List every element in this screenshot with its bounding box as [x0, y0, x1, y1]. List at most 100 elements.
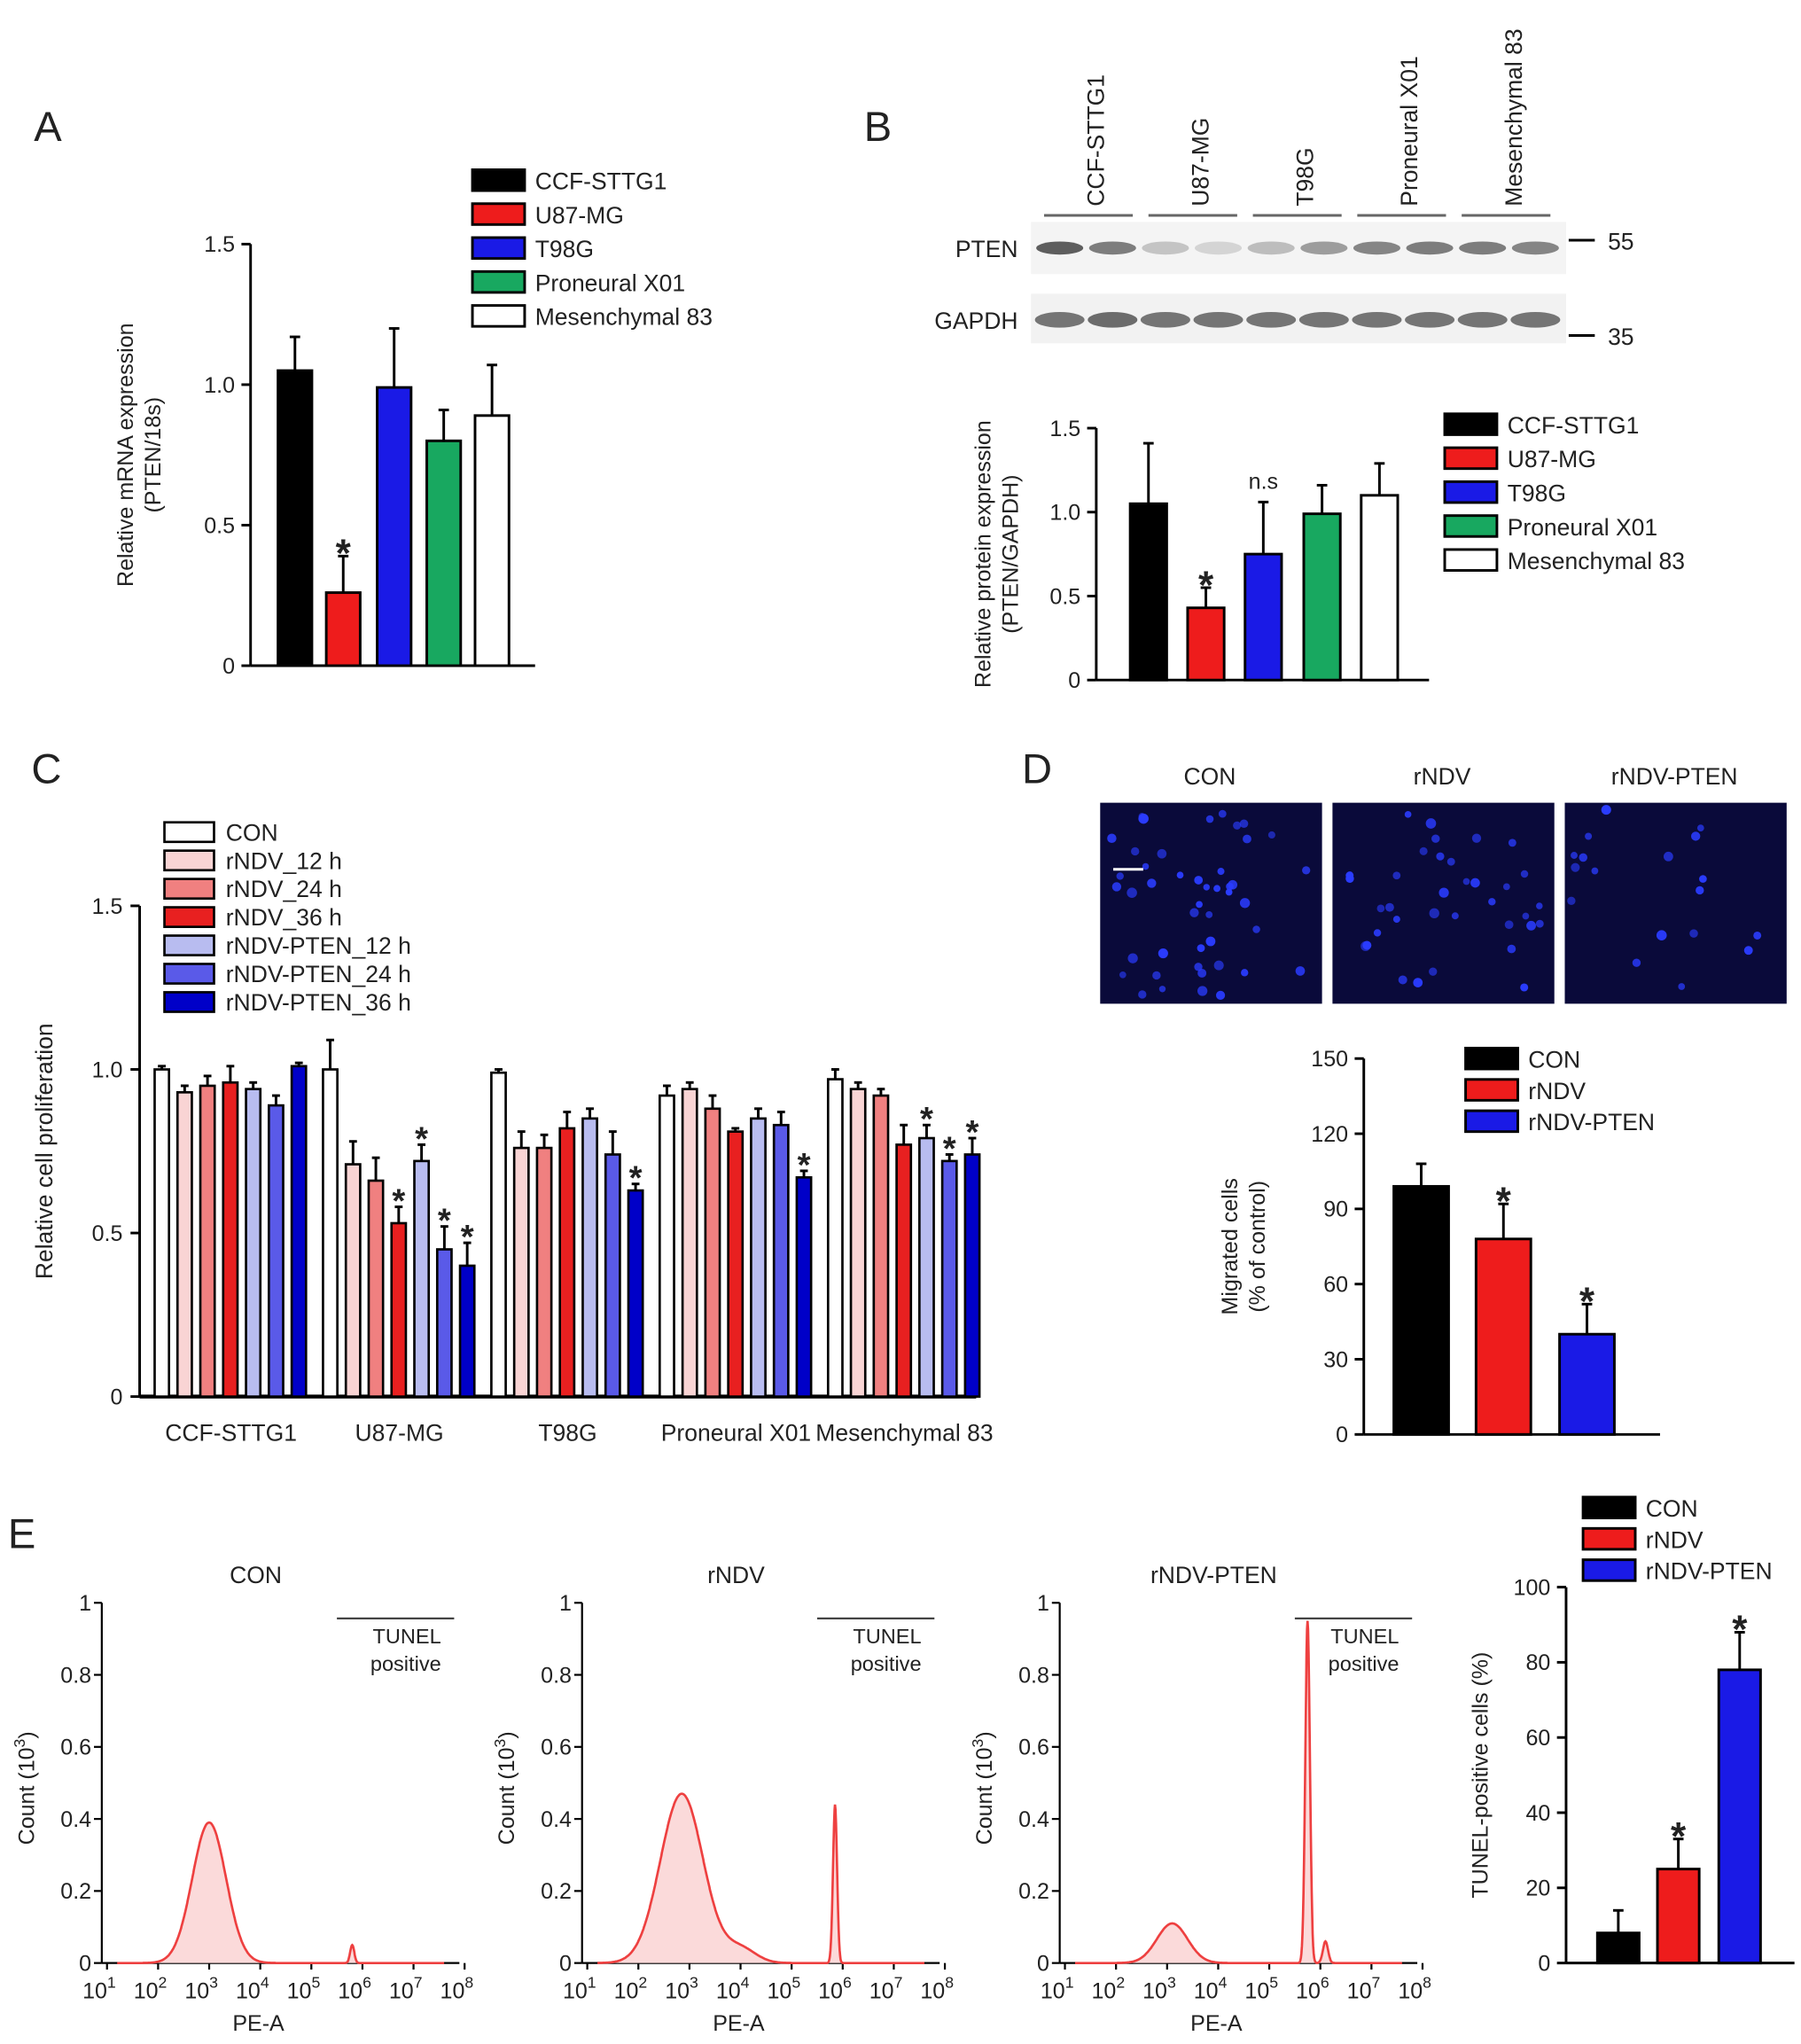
- nucleus: [1142, 862, 1150, 870]
- gapdh-band: [1405, 311, 1455, 328]
- nucleus: [1205, 910, 1213, 918]
- x-tick-label: Proneural X01: [661, 1420, 811, 1447]
- bar-rndv-24-h: [199, 1084, 216, 1398]
- legend-label: Mesenchymal 83: [535, 304, 713, 331]
- x-tick-base: 10: [869, 1978, 894, 2003]
- y-tick-label: 0.4: [60, 1807, 91, 1832]
- nucleus: [1217, 868, 1225, 876]
- x-tick-exponent: 1: [107, 1974, 116, 1992]
- bar-rndv-12-h: [681, 1088, 698, 1398]
- legend-swatch: [163, 906, 215, 928]
- bar-rndv-pten-24-h: [435, 1248, 453, 1398]
- y-axis-label: Count (103): [969, 1731, 997, 1845]
- y-axis-label-part: 3: [491, 1738, 509, 1747]
- legend-swatch: [1443, 514, 1499, 538]
- bar-t98g: [1244, 552, 1283, 682]
- y-tick-label: 120: [1311, 1122, 1348, 1147]
- x-tick-label: 108: [441, 1974, 474, 2004]
- significance-star: *: [798, 1146, 811, 1184]
- y-tick-label: 0: [222, 654, 235, 679]
- microscopy-title: CON: [1184, 763, 1236, 790]
- x-tick-base: 10: [1244, 1978, 1269, 2003]
- nucleus: [1215, 990, 1226, 1000]
- nucleus: [1194, 963, 1203, 971]
- nucleus: [1591, 867, 1599, 875]
- x-tick-base: 10: [184, 1978, 209, 2003]
- nucleus: [1138, 990, 1147, 999]
- gapdh-band: [1298, 311, 1349, 328]
- nucleus: [1446, 857, 1455, 866]
- nucleus: [1197, 986, 1208, 996]
- nucleus: [1398, 975, 1407, 985]
- nucleus: [1362, 940, 1372, 950]
- pten-band: [1511, 241, 1559, 255]
- legend-swatch: [1581, 1495, 1637, 1520]
- bar-rndv-pten-12-h: [581, 1117, 598, 1398]
- y-tick-label: 0.2: [541, 1879, 572, 1904]
- x-tick-label: 101: [1041, 1974, 1074, 2004]
- y-axis-label-part: 3: [11, 1738, 28, 1747]
- nucleus: [1119, 971, 1127, 979]
- x-tick-base: 10: [134, 1978, 159, 2003]
- bar-rndv-pten: [1558, 1332, 1616, 1436]
- significance-star: *: [336, 532, 352, 575]
- x-tick-base: 10: [767, 1978, 791, 2003]
- nucleus: [1203, 884, 1210, 891]
- x-tick-exponent: 4: [1219, 1974, 1228, 1992]
- gapdh-band: [1510, 311, 1561, 328]
- x-tick-base: 10: [338, 1978, 363, 2003]
- nucleus: [1696, 824, 1704, 831]
- legend-label: CON: [1646, 1495, 1698, 1522]
- legend-swatch: [163, 963, 215, 985]
- nucleus: [1233, 821, 1242, 830]
- legend-swatch: [471, 236, 526, 261]
- bar-rndv-36-h: [390, 1221, 408, 1398]
- legend-swatch: [1464, 1078, 1519, 1102]
- x-tick-exponent: 5: [791, 1974, 800, 1992]
- y-axis-label: Relative protein expression: [971, 420, 996, 688]
- nucleus: [1571, 862, 1580, 872]
- legend-swatch: [163, 821, 215, 844]
- nucleus: [1197, 944, 1205, 953]
- nucleus: [1241, 969, 1249, 977]
- legend-swatch: [1581, 1558, 1637, 1582]
- nucleus: [1252, 925, 1260, 933]
- y-tick-label: 1: [559, 1591, 572, 1616]
- x-tick-exponent: 2: [638, 1974, 647, 1992]
- gapdh-band: [1140, 311, 1190, 328]
- nucleus: [1239, 898, 1251, 909]
- x-tick-exponent: 7: [1372, 1974, 1381, 1992]
- gate-label: TUNEL: [1330, 1625, 1399, 1648]
- significance-star: *: [1496, 1180, 1512, 1223]
- legend-label: Proneural X01: [535, 269, 685, 296]
- significance-star: *: [1198, 564, 1214, 607]
- nucleus: [1504, 920, 1514, 930]
- lane-label: T98G: [1291, 147, 1318, 206]
- nucleus: [1392, 871, 1401, 880]
- nucleus: [1753, 932, 1762, 940]
- nucleus: [1471, 833, 1482, 843]
- x-tick-exponent: 1: [588, 1974, 596, 1992]
- nucleus: [1601, 805, 1611, 815]
- legend-label: CCF-STTG1: [1508, 412, 1640, 439]
- legend-label: rNDV-PTEN_12 h: [226, 932, 411, 959]
- nucleus: [1462, 878, 1470, 885]
- gate-label: positive: [370, 1652, 441, 1675]
- x-tick-base: 10: [716, 1978, 741, 2003]
- bar-rndv-pten-36-h: [290, 1065, 308, 1398]
- nucleus: [1520, 870, 1529, 878]
- y-tick-label: 0.2: [1018, 1879, 1049, 1904]
- x-tick-exponent: 7: [414, 1974, 423, 1992]
- x-tick-base: 10: [389, 1978, 414, 2003]
- nucleus: [1116, 872, 1124, 880]
- y-tick-label: 90: [1323, 1198, 1348, 1222]
- x-tick-label: 108: [920, 1974, 954, 2004]
- legend-label: CON: [226, 819, 278, 846]
- legend-label: rNDV_24 h: [226, 876, 342, 902]
- nucleus: [1431, 834, 1440, 843]
- bar-rndv-36-h: [222, 1081, 239, 1398]
- x-tick-base: 10: [1142, 1978, 1167, 2003]
- y-tick-label: 0.5: [1049, 584, 1080, 609]
- bar-rndv-pten-12-h: [245, 1088, 262, 1398]
- gate-label: TUNEL: [853, 1625, 921, 1648]
